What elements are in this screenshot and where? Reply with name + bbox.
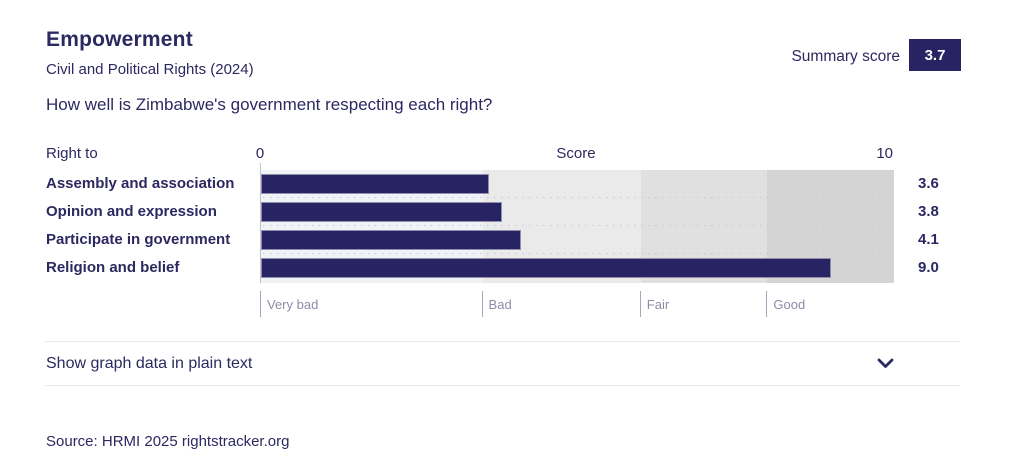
bar-religion-and-belief[interactable] xyxy=(261,258,831,278)
scale-tick xyxy=(639,291,641,317)
scale-label: Good xyxy=(773,297,806,312)
row-label: Opinion and expression xyxy=(46,203,217,220)
axis-min-label: 0 xyxy=(255,145,265,162)
scale-tick xyxy=(481,291,483,317)
scale-tick xyxy=(766,291,768,317)
row-value: 4.1 xyxy=(918,231,939,248)
bar-opinion-and-expression[interactable] xyxy=(261,202,502,222)
bar-assembly-and-association[interactable] xyxy=(261,174,489,194)
question-text: How well is Zimbabwe's government respec… xyxy=(46,95,493,114)
axis-title: Score xyxy=(556,145,596,162)
row-label: Religion and belief xyxy=(46,259,180,276)
row-value: 3.8 xyxy=(918,203,939,220)
page-subtitle: Civil and Political Rights (2024) xyxy=(46,61,254,78)
axis-origin-tick xyxy=(260,163,261,170)
bar-participate-in-government[interactable] xyxy=(261,230,521,250)
scale-label: Fair xyxy=(646,297,670,312)
row-label: Participate in government xyxy=(46,231,231,248)
source-text: Source: HRMI 2025 rightstracker.org xyxy=(46,433,290,450)
row-separator-dots xyxy=(263,225,888,226)
scale-label: Very bad xyxy=(267,297,319,312)
plain-text-toggle[interactable]: Show graph data in plain text xyxy=(45,341,960,386)
scale-tick xyxy=(260,291,261,317)
row-value: 9.0 xyxy=(918,259,939,276)
page-title: Empowerment xyxy=(46,28,193,51)
plot-area xyxy=(260,170,894,283)
summary-score-label: Summary score xyxy=(791,48,900,65)
row-separator-dots xyxy=(263,197,888,198)
axis-max-label: 10 xyxy=(876,145,893,162)
row-separator-dots xyxy=(263,253,888,254)
row-label: Assembly and association xyxy=(46,175,235,192)
summary-score-badge: 3.7 xyxy=(909,39,961,71)
row-value: 3.6 xyxy=(918,175,939,192)
column-header-right-to: Right to xyxy=(46,145,98,162)
scale-label: Bad xyxy=(488,297,512,312)
plain-text-toggle-label: Show graph data in plain text xyxy=(46,354,253,372)
chevron-down-icon xyxy=(877,358,894,368)
